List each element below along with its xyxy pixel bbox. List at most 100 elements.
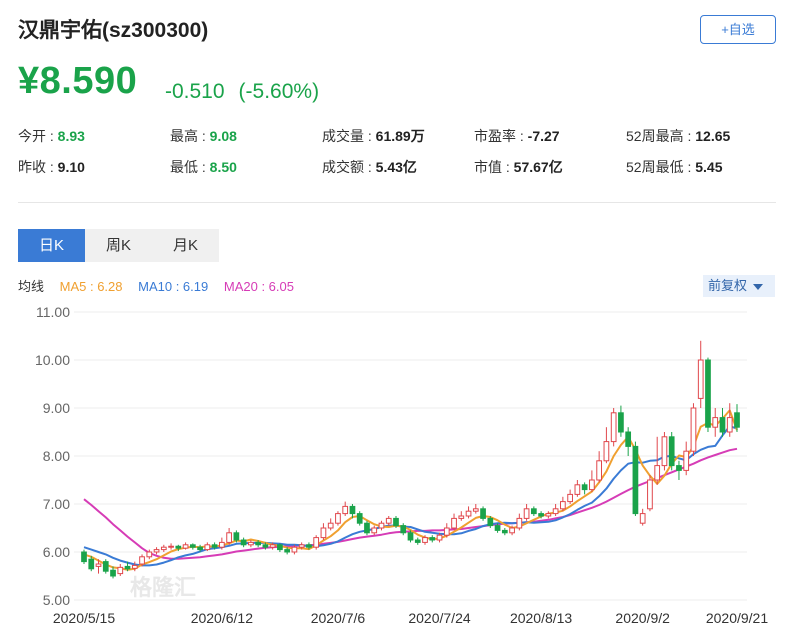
candle-body	[429, 537, 436, 541]
candle-body	[255, 541, 261, 546]
candle-body	[284, 549, 291, 553]
candle-body	[400, 525, 407, 534]
candle-body	[277, 544, 283, 551]
candle-body	[146, 551, 153, 558]
legend-ma10: MA10 : 6.19	[138, 279, 209, 294]
candle-body	[189, 544, 196, 548]
legend-ma20: MA20 : 6.05	[223, 279, 294, 294]
candle-body	[552, 508, 559, 515]
candle-body	[160, 546, 167, 551]
y-tick-label: 7.00	[43, 496, 70, 512]
x-tick-label: 2020/7/24	[408, 610, 470, 626]
stat-52w-high: 52周最高 : 12.65	[626, 128, 731, 144]
change-percent: (-5.60%)	[238, 80, 320, 103]
y-tick-label: 11.00	[36, 304, 70, 320]
candle-body	[516, 517, 523, 529]
candle-body	[320, 527, 327, 539]
legend-ma5: MA5 : 6.28	[59, 279, 123, 294]
candle-body	[690, 407, 697, 452]
candle-body	[683, 450, 690, 471]
stat-high: 最高 : 9.08	[170, 128, 237, 144]
stat-open: 今开 : 8.93	[18, 128, 85, 144]
stock-title: 汉鼎宇佑(sz300300)	[18, 19, 209, 42]
candle-body	[306, 544, 312, 548]
candle-body	[313, 537, 320, 548]
candle-body	[705, 359, 711, 428]
candle-body	[262, 544, 269, 548]
tab-daily[interactable]: 日K	[18, 229, 85, 262]
candle-body	[574, 484, 581, 495]
candle-body	[110, 569, 116, 577]
adjust-label: 前复权	[708, 278, 748, 293]
divider	[18, 202, 776, 203]
candle-body	[95, 563, 102, 567]
candle-body	[589, 479, 595, 491]
candle-body	[124, 565, 131, 570]
candle-body	[168, 545, 174, 548]
candle-body	[211, 544, 218, 548]
ma5-line	[83, 409, 738, 571]
candle-body	[712, 417, 719, 428]
stat-prev-close: 昨收 : 9.10	[18, 159, 85, 175]
candle-body	[436, 534, 443, 541]
candle-body	[719, 417, 726, 433]
candle-body	[139, 556, 145, 565]
y-tick-label: 9.00	[43, 400, 70, 416]
candle-body	[291, 546, 298, 553]
chevron-down-icon	[753, 283, 764, 290]
candle-body	[625, 431, 632, 447]
candle-body	[349, 505, 356, 515]
candle-body	[414, 539, 421, 543]
x-tick-label: 2020/5/15	[53, 610, 115, 626]
candle-body	[371, 527, 378, 534]
candle-body	[422, 537, 428, 543]
candle-body	[131, 564, 138, 569]
candle-body	[530, 508, 537, 515]
y-tick-label: 8.00	[43, 448, 70, 464]
candle-body	[509, 527, 515, 534]
change-amount: -0.510	[165, 80, 225, 103]
candle-body	[451, 517, 457, 529]
stat-52w-low: 52周最低 : 5.45	[626, 159, 723, 175]
candle-body	[248, 541, 254, 546]
ma10-line	[83, 425, 738, 567]
candle-body	[697, 359, 704, 399]
candle-body	[182, 544, 189, 549]
candle-body	[175, 545, 182, 549]
candle-body	[494, 525, 501, 531]
candle-body	[153, 549, 160, 553]
tab-monthly[interactable]: 月K	[152, 229, 219, 262]
stat-volume: 成交量 : 61.89万	[322, 128, 425, 144]
y-tick-label: 10.00	[35, 352, 70, 368]
candle-body	[102, 561, 109, 572]
candle-body	[197, 546, 203, 551]
add-watchlist-button[interactable]: +自选	[700, 15, 776, 44]
candle-body	[298, 544, 305, 548]
candle-body	[443, 527, 450, 536]
stat-market-cap: 市值 : 57.67亿	[474, 159, 563, 175]
candle-body	[668, 436, 675, 467]
watermark-logo: 格隆汇	[130, 575, 197, 600]
x-tick-label: 2020/6/12	[191, 610, 253, 626]
stat-pe: 市盈率 : -7.27	[474, 128, 560, 144]
candle-body	[356, 513, 363, 524]
candle-body	[480, 508, 486, 519]
legend-label: 均线	[18, 279, 45, 294]
candle-body	[407, 532, 414, 541]
candle-body	[378, 522, 385, 529]
candle-body	[618, 412, 624, 433]
stat-low: 最低 : 8.50	[170, 159, 237, 175]
candle-body	[734, 412, 740, 428]
tab-weekly[interactable]: 周K	[85, 229, 152, 262]
ma-legend: 均线 MA5 : 6.28 MA10 : 6.19 MA20 : 6.05	[18, 276, 306, 295]
candle-body	[335, 513, 341, 524]
candle-body	[226, 532, 232, 543]
candle-body	[233, 532, 240, 541]
candlestick-chart: 11.00 10.00 9.00 8.00 7.00 6.00 5.00 2020/5/15 2…	[35, 304, 768, 626]
current-price: ¥8.590	[18, 60, 138, 102]
candle-body	[327, 522, 334, 529]
adjust-dropdown[interactable]: 前复权	[703, 275, 775, 297]
candle-body	[545, 513, 552, 517]
candle-body	[654, 465, 661, 481]
candle-body	[726, 417, 733, 433]
